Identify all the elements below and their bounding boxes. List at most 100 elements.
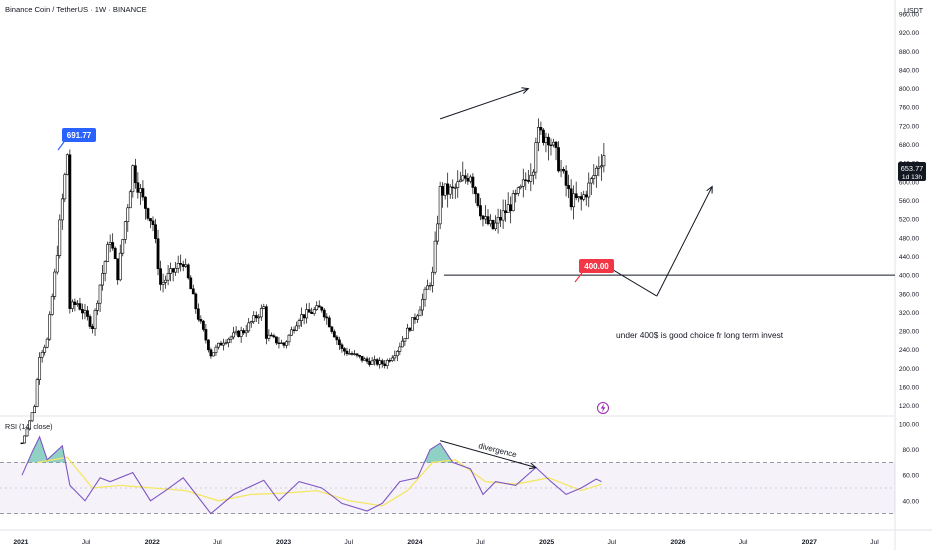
time-axis-label: 2021 xyxy=(13,539,28,546)
candle-89-body xyxy=(244,330,248,334)
price-tick-label: 800.00 xyxy=(899,86,920,93)
candle-204-body xyxy=(534,142,538,173)
candle-79-body xyxy=(219,342,223,346)
candle-220-body xyxy=(574,193,578,199)
candle-30-body xyxy=(96,302,99,311)
candle-99-body xyxy=(269,334,273,337)
candle-172-body xyxy=(453,187,457,189)
candle-207-body xyxy=(542,129,545,143)
candle-147-body xyxy=(390,357,394,361)
candle-12-body xyxy=(50,296,54,315)
level-badge-pointer xyxy=(574,272,583,283)
candle-53-body xyxy=(154,224,157,240)
candle-48-body xyxy=(141,188,145,198)
time-axis-label: 2025 xyxy=(539,539,554,546)
candle-156-body xyxy=(413,317,417,320)
candle-106-body xyxy=(287,334,291,343)
level-badge[interactable]: 400.00 xyxy=(574,259,614,283)
candle-218-body xyxy=(569,188,573,208)
candle-146-body xyxy=(388,360,392,362)
candle-49-body xyxy=(144,196,147,209)
candle-229-body xyxy=(597,166,601,169)
high-badge[interactable]: 691.77 xyxy=(57,128,96,151)
candle-136-body xyxy=(363,358,366,361)
candle-72-body xyxy=(201,320,205,330)
candle-75-body xyxy=(209,349,213,357)
candle-168-body xyxy=(443,183,447,196)
price-tick-label: 520.00 xyxy=(899,217,920,224)
candle-86-body xyxy=(237,330,241,337)
candle-38-body xyxy=(116,258,120,281)
candle-226-body xyxy=(589,178,593,184)
rsi-divergence-arrow-head xyxy=(528,462,537,470)
level-badge-box xyxy=(579,259,614,273)
time-axis[interactable]: 2021 Jul 2022 Jul 2023 Jul 2024 Jul 2025 Jul 2026 J… xyxy=(13,539,879,546)
candle-148-body xyxy=(393,355,397,359)
candle-125-body xyxy=(335,336,339,341)
time-axis-label: Jul xyxy=(739,539,748,546)
candle-19-body xyxy=(68,154,72,309)
candle-93-body xyxy=(254,315,258,319)
candle-208-body xyxy=(544,136,548,143)
candle-25-body xyxy=(83,310,87,314)
candle-116-body xyxy=(312,309,316,314)
rsi-tick-label: 60.00 xyxy=(902,473,919,480)
candle-143-body xyxy=(380,360,384,365)
high-badge-box xyxy=(62,128,96,142)
candle-68-body xyxy=(191,288,195,295)
candle-112-body xyxy=(302,314,306,319)
candle-160-body xyxy=(423,288,427,300)
note-text[interactable]: under 400$ is good choice fr long term i… xyxy=(616,330,784,340)
price-axis[interactable]: 960.00 920.00 880.00 840.00 800.00 760.00 720.… xyxy=(899,11,920,410)
currency-label: USDT xyxy=(904,8,924,15)
candle-186-body xyxy=(489,220,492,225)
candle-102-body xyxy=(277,342,281,345)
candle-18-body xyxy=(65,154,69,175)
candle-77-body xyxy=(214,346,218,354)
candle-56-body xyxy=(161,281,165,285)
candle-215-body xyxy=(562,168,565,172)
candle-70-body xyxy=(196,308,200,320)
price-tick-label: 280.00 xyxy=(899,329,920,336)
arrow-2-head xyxy=(706,185,713,194)
candle-23-body xyxy=(78,303,82,310)
candle-120-body xyxy=(322,309,326,318)
level-badge-label: 400.00 xyxy=(584,262,609,271)
candle-181-body xyxy=(476,193,480,206)
arrow-0-head xyxy=(521,87,530,94)
price-tick-label: 480.00 xyxy=(899,235,920,242)
candle-88-body xyxy=(242,330,246,334)
price-pane[interactable] xyxy=(0,0,895,415)
candle-174-body xyxy=(458,179,462,183)
candle-110-body xyxy=(297,320,301,327)
time-axis-label: Jul xyxy=(607,539,616,546)
candle-78-body xyxy=(217,342,220,348)
price-tick-label: 920.00 xyxy=(899,30,920,37)
rsi-axis[interactable]: 100.00 80.00 60.00 40.00 xyxy=(899,422,920,506)
candle-203-body xyxy=(531,171,535,176)
candle-149-body xyxy=(395,351,399,357)
annotation-arrows[interactable] xyxy=(439,87,713,470)
candle-209-body xyxy=(547,136,550,146)
lightning-icon[interactable] xyxy=(597,402,609,414)
candle-130-body xyxy=(348,353,351,355)
rsi-divergence-arrow xyxy=(440,440,537,469)
candle-109-body xyxy=(295,325,298,331)
candle-225-body xyxy=(587,182,591,198)
candle-41-body xyxy=(123,221,127,240)
candle-0-body xyxy=(20,442,24,445)
candle-6-body xyxy=(35,379,39,407)
candle-190-body xyxy=(499,217,503,221)
candle-127-body xyxy=(340,344,344,349)
candle-164-body xyxy=(433,240,437,273)
candle-22-body xyxy=(76,303,79,305)
rsi-tick-label: 100.00 xyxy=(899,422,920,429)
high-badge-label: 691.77 xyxy=(67,131,92,140)
price-tick-label: 680.00 xyxy=(899,142,920,149)
candle-103-body xyxy=(280,342,283,345)
last-price-label[interactable]: 653.77 1d 13h xyxy=(898,162,926,181)
candle-59-body xyxy=(169,268,173,274)
candle-185-body xyxy=(486,216,490,225)
